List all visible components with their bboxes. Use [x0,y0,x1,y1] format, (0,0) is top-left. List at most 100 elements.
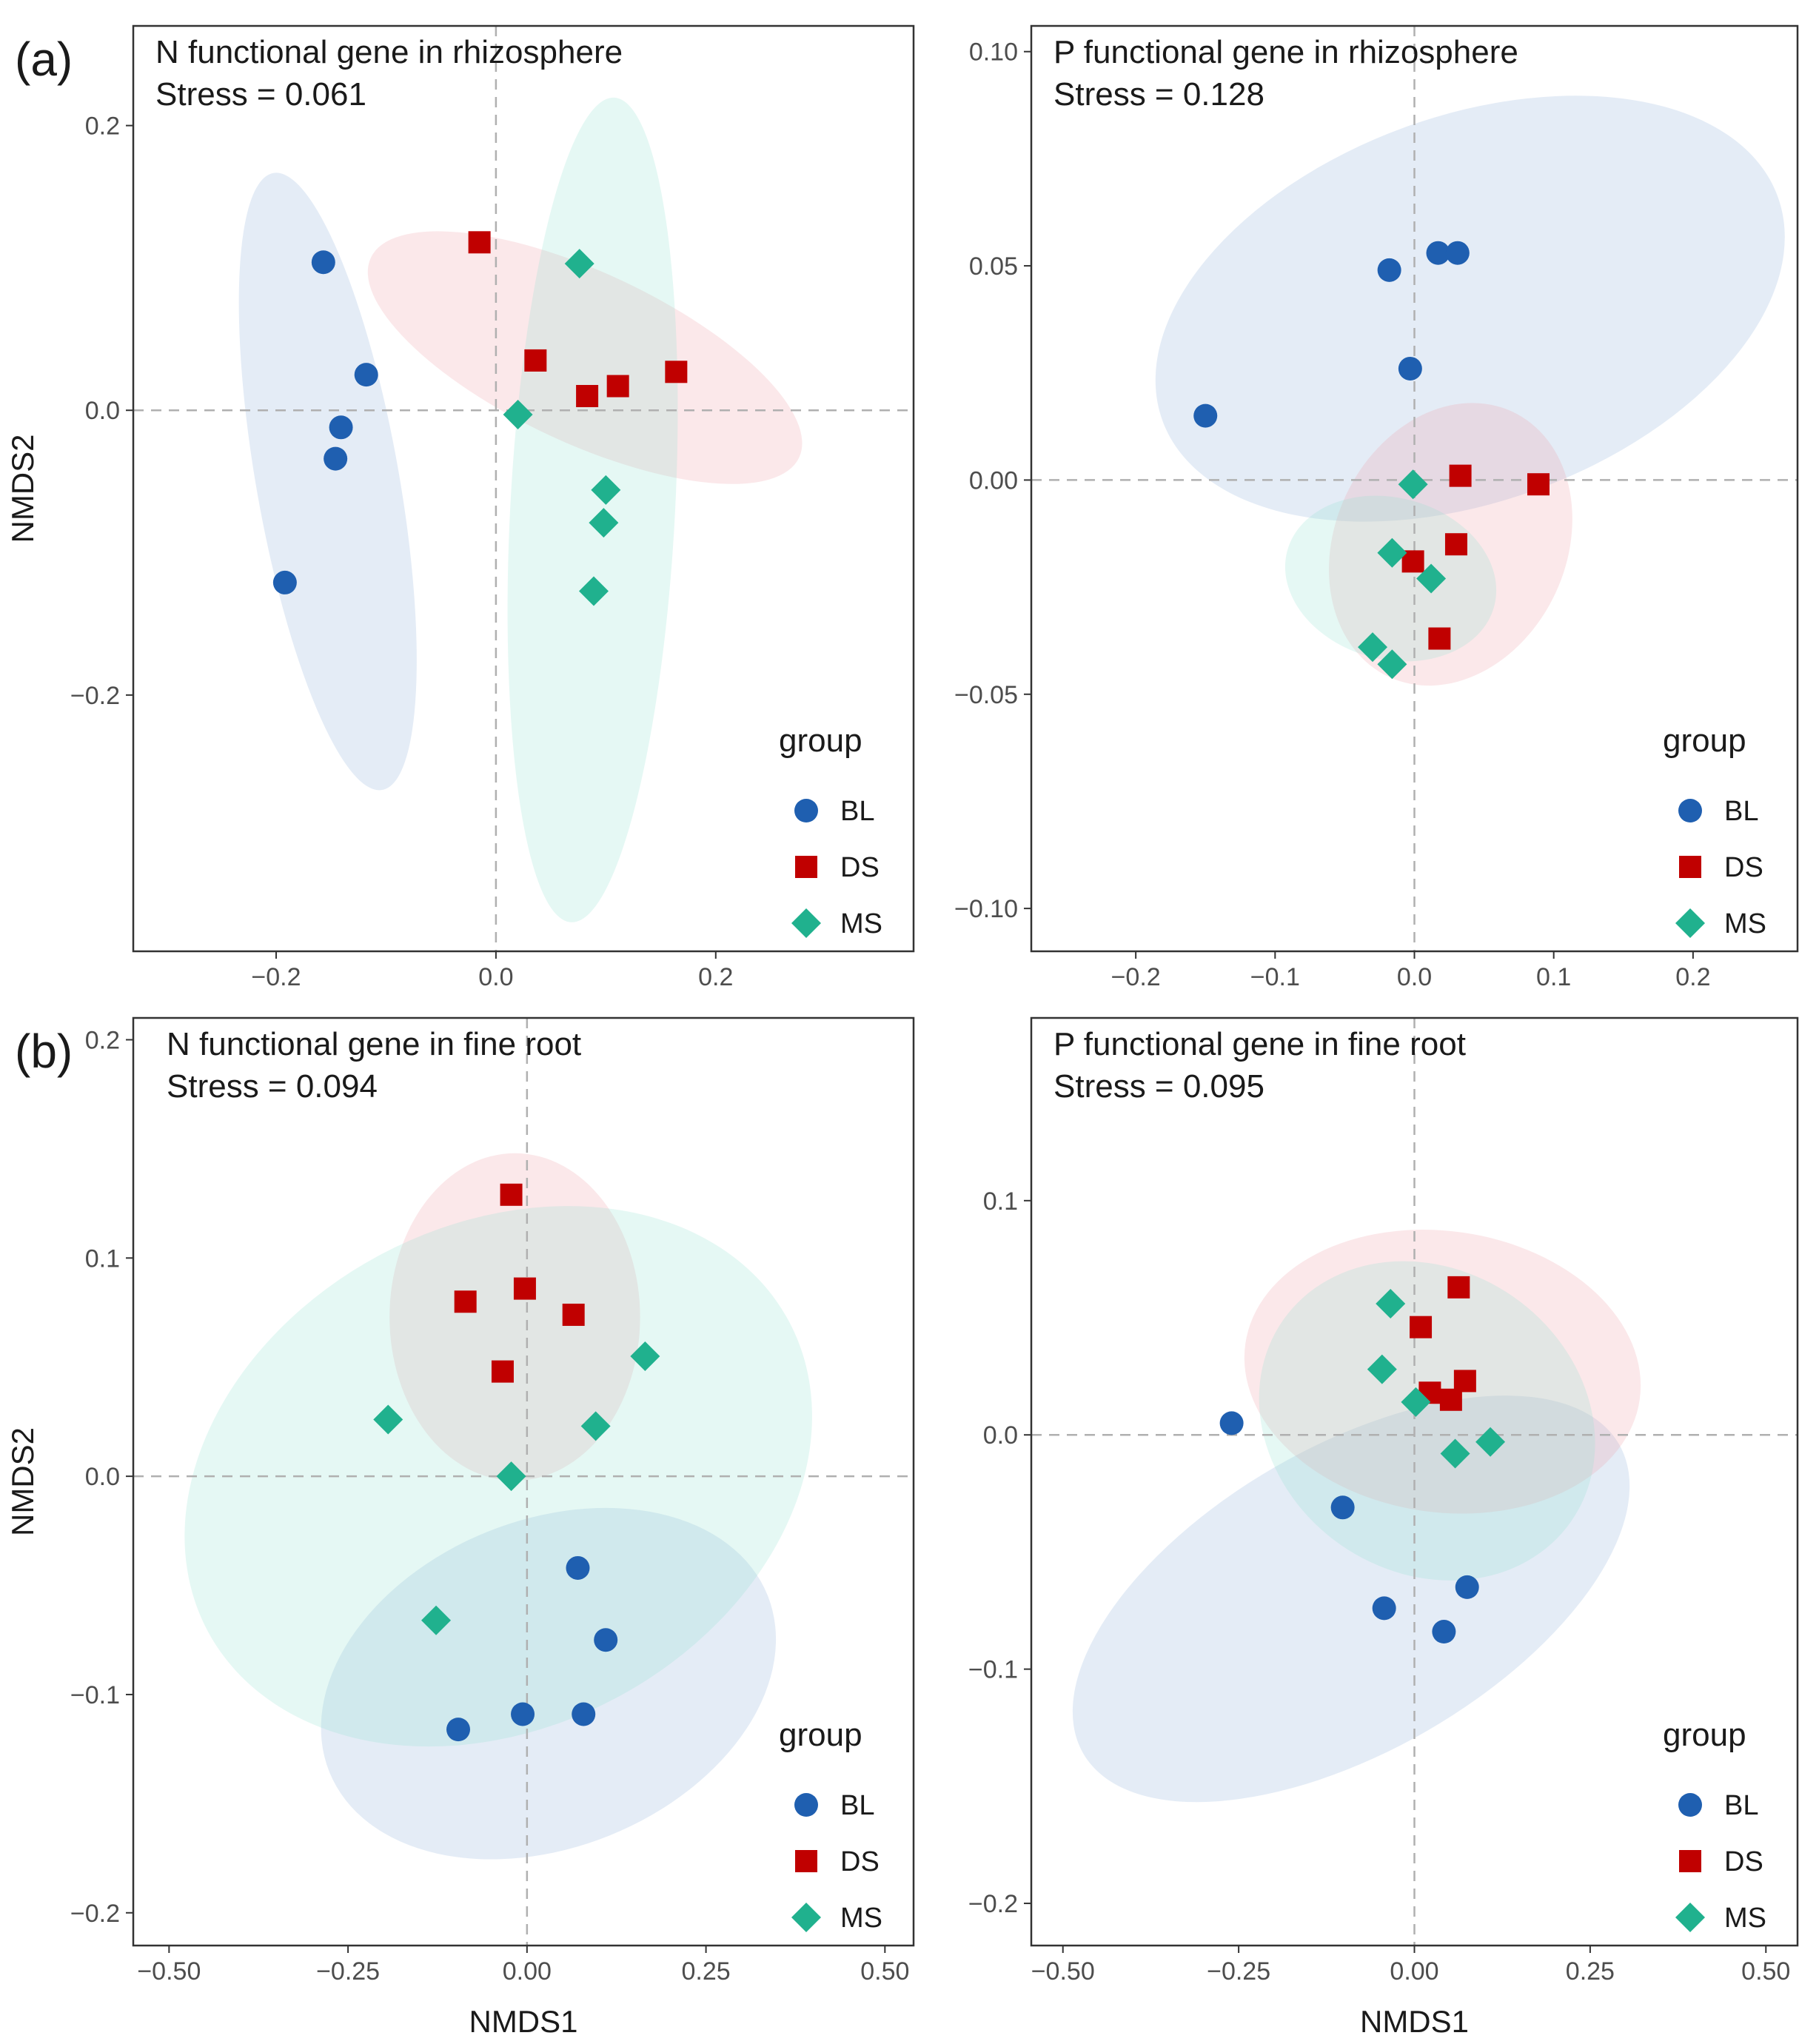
point-ms-2 [373,1404,403,1435]
point-ms-3 [580,1411,611,1441]
point-ds-2 [524,349,547,372]
y-tick-label: 0.1 [983,1187,1018,1216]
stress-label: Stress = 0.061 [155,76,366,113]
point-bl-4 [1455,1575,1479,1599]
plot-area [1031,26,1798,951]
point-bl-3 [1372,1596,1396,1621]
point-ds-1 [1447,1276,1470,1299]
point-ds-3 [576,385,599,407]
x-tick-label: 0.2 [1675,963,1710,991]
point-ds-4 [562,1303,585,1326]
legend-key-ds [1679,1850,1701,1872]
point-bl-3 [329,415,353,440]
panel-tag-a: (a) [15,33,73,86]
point-ms-3 [1401,1387,1431,1417]
legend: group BL DS MS [1663,1717,1766,1934]
point-bl-2 [1330,1495,1355,1520]
panel-tag-b: (b) [15,1025,73,1078]
point-ms-1 [1376,1289,1406,1319]
legend-label-ms: MS [1724,908,1766,939]
legend-label-ds: DS [1724,852,1763,883]
x-tick-label: 0.1 [1536,963,1571,991]
x-tick-label: 0.50 [860,1957,909,1986]
point-bl-5 [272,570,297,594]
y-tick-label: 0.05 [969,252,1018,281]
point-bl-2 [1377,258,1401,282]
y-tick-label: −0.2 [70,682,120,710]
y-tick-label: 0.2 [85,113,120,141]
legend-key-ds [1679,856,1701,878]
plot-area [133,26,914,951]
y-tick-label: 0.2 [85,1026,120,1054]
ellipse-bl [238,172,417,791]
point-bl-4 [511,1702,535,1726]
ellipse-bl [1155,96,1785,522]
x-tick-label: 0.50 [1741,1957,1790,1986]
point-bl-1 [1219,1411,1244,1435]
point-ds-5 [1428,627,1451,650]
legend-key-bl [1678,799,1702,822]
y-tick-label: 0.0 [983,1421,1018,1450]
point-bl-5 [572,1702,596,1726]
x-tick-label: 0.00 [503,1957,552,1986]
legend-key-bl [794,799,818,822]
x-tick-label: 0.00 [1390,1957,1438,1986]
stress-label: Stress = 0.128 [1053,76,1264,113]
y-tick-label: −0.2 [968,1890,1018,1918]
point-ds-3 [1444,533,1467,556]
x-axis-title: NMDS1 [469,2004,577,2039]
point-ds-2 [1527,473,1550,496]
stress-label: Stress = 0.094 [167,1068,378,1105]
y-axis-title: NMDS2 [5,434,40,543]
legend-title: group [779,1717,862,1753]
ellipse-ms [507,97,678,922]
legend-label-ds: DS [1724,1846,1763,1877]
plot-area [133,1018,914,1946]
point-ms-5 [579,576,609,606]
y-tick-label: 0.1 [85,1244,120,1273]
x-tick-label: −0.1 [1250,963,1300,991]
point-bl-3 [446,1718,471,1742]
x-tick-label: −0.25 [316,1957,380,1986]
legend-label-ms: MS [840,908,882,939]
y-axis-title: NMDS2 [5,1427,40,1536]
legend-key-ms [791,1903,821,1932]
x-tick-label: 0.25 [681,1957,730,1986]
point-ds-1 [468,231,491,254]
y-tick-label: −0.2 [70,1900,120,1928]
ellipse-bl [321,1507,777,1860]
point-bl-5 [1398,356,1422,381]
x-tick-label: 0.2 [698,963,733,991]
point-bl-5 [1432,1620,1456,1644]
legend-key-ds [795,856,817,878]
legend-title: group [1663,723,1746,759]
stress-label: Stress = 0.095 [1053,1068,1264,1105]
legend: group BL DS MS [1663,723,1766,939]
point-ms-5 [421,1605,452,1635]
x-tick-label: 0.0 [1397,963,1432,991]
point-ms-5 [1377,649,1407,680]
ellipse-ds [389,1153,640,1481]
legend-key-ms [791,908,821,938]
panel-title: P functional gene in rhizosphere [1053,34,1518,70]
y-tick-label: −0.1 [968,1656,1018,1684]
y-tick-label: 0.0 [85,397,120,425]
panel-frame [132,1016,915,1947]
legend-label-ds: DS [840,852,880,883]
point-bl-1 [311,250,335,275]
panel-n-rhizosphere: −0.2 0.0 0.2 −0.2 0.0 0.2 N functional gene in… [5,24,915,991]
legend: group BL DS MS [779,723,882,939]
y-tick-label: −0.1 [70,1681,120,1709]
legend-label-bl: BL [840,796,874,827]
point-ms-4 [589,508,619,538]
legend-key-bl [1678,1793,1702,1817]
legend-label-ms: MS [1724,1903,1766,1934]
panel-title: N functional gene in rhizosphere [155,34,623,70]
y-tick-label: 0.10 [969,38,1018,67]
point-ms-5 [1440,1438,1470,1469]
point-ds-4 [606,375,629,398]
panel-title: N functional gene in fine root [167,1026,581,1062]
legend-key-bl [794,1793,818,1817]
x-tick-label: −0.2 [251,963,301,991]
